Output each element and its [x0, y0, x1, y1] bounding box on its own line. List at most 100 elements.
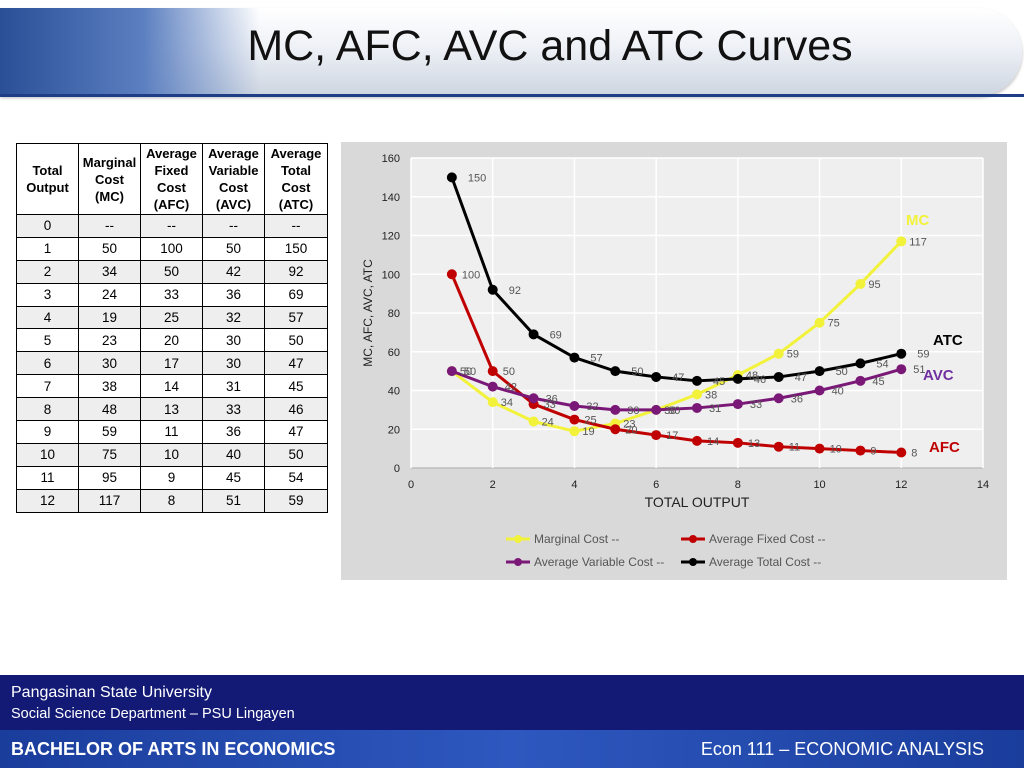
data-label-mc: 48	[746, 370, 758, 382]
footer-strip	[0, 730, 1024, 768]
data-point-afc	[651, 430, 662, 441]
data-label-atc: 69	[550, 329, 562, 341]
data-label-afc: 25	[584, 415, 596, 427]
table-cell: 24	[78, 282, 141, 307]
data-point-mc	[855, 278, 866, 289]
table-cell: 34	[78, 259, 141, 284]
data-label-atc: 50	[836, 366, 848, 378]
legend-swatch-marker	[689, 535, 697, 543]
footer-program: BACHELOR OF ARTS IN ECONOMICS	[11, 739, 336, 759]
table-row: 4 19 25 32 57	[16, 305, 328, 330]
column-header-mc: Marginal Cost (MC)	[78, 143, 141, 215]
table-row: 12 117 8 51 59	[16, 488, 328, 513]
data-label-avc: 30	[627, 405, 639, 417]
data-label-afc: 9	[870, 446, 876, 458]
table-row: 0 -- -- -- --	[16, 214, 328, 238]
y-tick-label: 100	[382, 269, 400, 281]
x-tick-label: 8	[735, 479, 741, 491]
data-point-atc	[896, 348, 907, 359]
table-cell: 59	[264, 488, 328, 513]
data-label-avc: 42	[505, 382, 517, 394]
data-point-atc	[487, 284, 498, 295]
curve-tag-mc: MC	[906, 212, 929, 229]
table-cell: 32	[202, 305, 265, 330]
data-point-avc	[610, 404, 621, 415]
data-point-avc	[896, 364, 907, 375]
data-label-avc: 45	[872, 376, 884, 388]
data-label-afc: 33	[544, 399, 556, 411]
data-label-avc: 30	[668, 405, 680, 417]
table-cell: 17	[140, 351, 203, 376]
series-line-avc	[451, 367, 902, 412]
table-cell: 54	[264, 465, 328, 490]
table-cell: 33	[202, 397, 265, 422]
data-label-afc: 17	[666, 430, 678, 442]
table-cell: 46	[264, 397, 328, 422]
data-label-mc: 24	[542, 417, 554, 429]
table-cell: 57	[264, 305, 328, 330]
page-title: MC, AFC, AVC and ATC Curves	[247, 22, 853, 70]
table-cell: 45	[264, 374, 328, 399]
x-tick-label: 14	[977, 479, 989, 491]
data-label-afc: 11	[789, 442, 800, 454]
table-cell: 4	[16, 305, 79, 330]
data-label-atc: 54	[876, 358, 888, 370]
data-label-afc: 50	[503, 366, 515, 378]
table-cell: 100	[140, 236, 203, 261]
data-label-atc: 46	[754, 374, 766, 386]
table-cell: 14	[140, 374, 203, 399]
data-label-afc: 14	[707, 436, 719, 448]
data-point-atc	[651, 371, 662, 382]
table-cell: 8	[16, 397, 79, 422]
series-line-mc	[450, 240, 903, 433]
curve-tag-atc: ATC	[933, 332, 963, 349]
data-label-mc: 75	[828, 318, 840, 330]
table-row: 1 50 100 50 150	[16, 236, 328, 261]
data-label-avc: 36	[791, 393, 803, 405]
series-line-afc	[450, 273, 902, 454]
table-cell: --	[140, 214, 203, 238]
table-header-row: Total Output Marginal Cost (MC) Average …	[16, 143, 328, 215]
data-label-atc: 150	[468, 172, 486, 184]
data-point-atc	[446, 172, 457, 183]
column-header-afc: Average Fixed Cost (AFC)	[140, 143, 203, 215]
data-point-atc	[610, 366, 621, 377]
data-point-afc	[569, 414, 580, 425]
table-cell: 9	[140, 465, 203, 490]
data-point-mc	[487, 397, 498, 408]
table-row: 5 23 20 30 50	[16, 328, 328, 353]
x-axis-label: TOTAL OUTPUT	[645, 494, 750, 510]
data-point-mc	[528, 416, 539, 427]
table-cell: 5	[16, 328, 79, 353]
table-cell: --	[202, 214, 265, 238]
y-tick-label: 120	[382, 231, 400, 243]
data-label-avc: 36	[546, 393, 558, 405]
data-label-mc: 38	[705, 389, 717, 401]
table-cell: 36	[202, 420, 265, 444]
footer-course: Econ 111 – ECONOMIC ANALYSIS	[700, 739, 984, 759]
data-label-mc: 95	[868, 279, 880, 291]
data-point-mc	[569, 426, 580, 437]
legend-label: Average Total Cost --	[709, 555, 821, 569]
table-cell: 92	[264, 259, 328, 284]
footer-department: Social Science Department – PSU Lingayen	[11, 706, 295, 722]
data-point-avc	[487, 381, 498, 392]
chart-panel: 0 20 40 60 80 100 120 140 160 0 2 4 6 8 10 12 14 MC, AFC…	[341, 142, 1007, 580]
table-cell: 50	[264, 442, 328, 467]
data-point-avc	[773, 393, 784, 404]
table-cell: 48	[78, 397, 141, 422]
column-header-atc: Average Total Cost (ATC)	[264, 143, 328, 215]
data-point-atc	[855, 358, 866, 369]
x-tick-label: 4	[571, 479, 577, 491]
data-label-atc: 50	[631, 366, 643, 378]
data-point-avc	[528, 393, 539, 404]
data-point-afc	[692, 435, 702, 446]
data-label-afc: 20	[625, 424, 637, 436]
data-point-afc	[896, 447, 907, 458]
legend-label: Average Variable Cost --	[534, 555, 664, 569]
column-header-total-output: Total Output	[16, 143, 79, 215]
table-row: 7 38 14 31 45	[16, 374, 328, 399]
data-point-afc	[814, 443, 825, 454]
y-tick-label: 40	[388, 386, 400, 398]
